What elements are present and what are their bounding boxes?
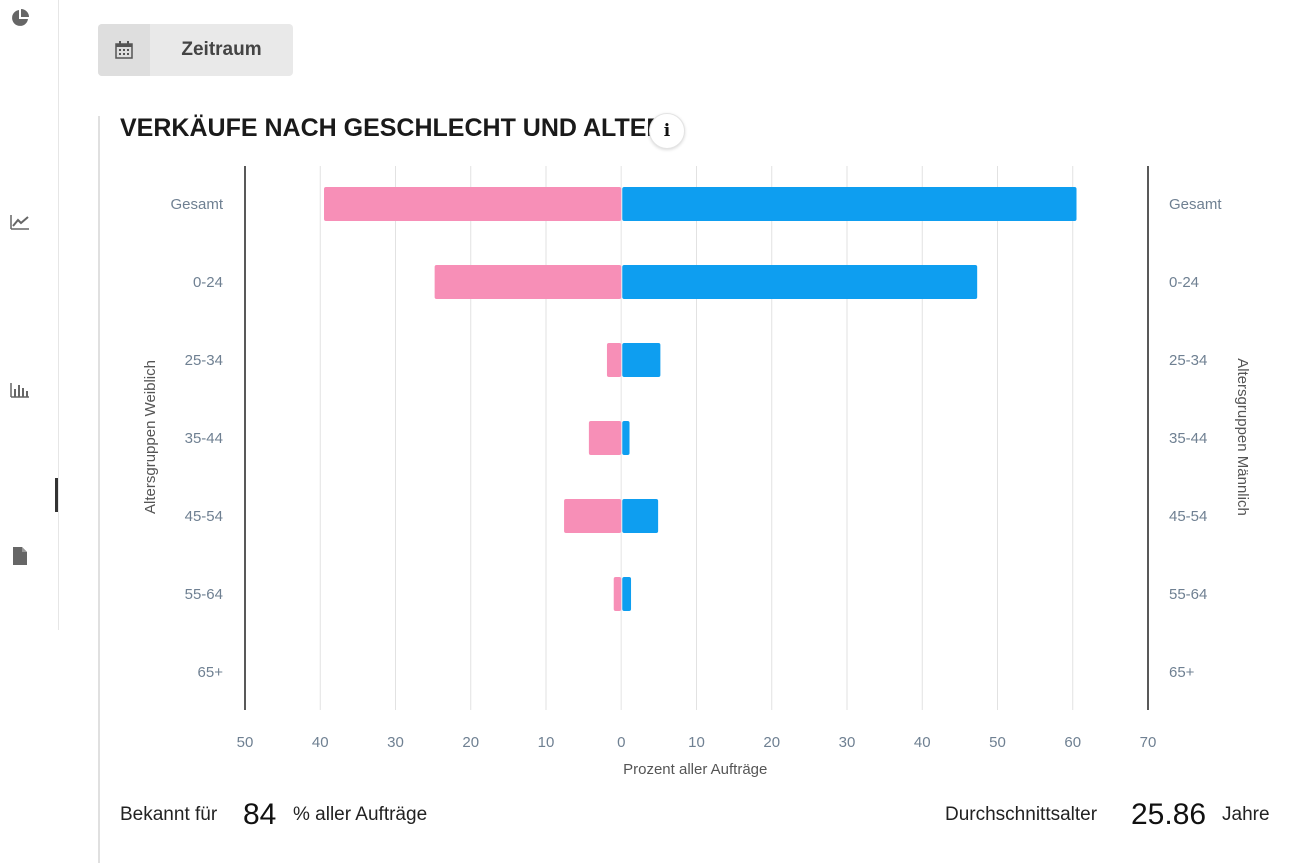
- male-bar: [622, 265, 978, 299]
- female-bar: [434, 265, 622, 299]
- right-category-label: 55-64: [1169, 586, 1207, 603]
- left-category-label: 25-34: [185, 352, 223, 369]
- x-tick-label: 30: [839, 734, 856, 751]
- period-button[interactable]: Zeitraum: [98, 24, 293, 76]
- right-category-label: 65+: [1169, 664, 1195, 681]
- known-suffix: % aller Aufträge: [293, 804, 428, 825]
- avg-age-unit: Jahre: [1222, 804, 1270, 825]
- active-nav-indicator: [55, 478, 58, 512]
- x-tick-label: 40: [312, 734, 329, 751]
- x-tick-label: 10: [688, 734, 705, 751]
- left-category-label: 0-24: [193, 274, 223, 291]
- left-category-label: 65+: [198, 664, 224, 681]
- line-chart-icon[interactable]: [10, 212, 30, 232]
- known-value: 84: [243, 798, 277, 831]
- side-nav: [0, 0, 59, 630]
- x-tick-label: 10: [538, 734, 555, 751]
- right-y-axis-title: Altersgruppen Männlich: [1234, 358, 1251, 516]
- male-bar: [622, 343, 661, 377]
- male-bar: [622, 499, 659, 533]
- card-title: VERKÄUFE NACH GESCHLECHT UND ALTER: [120, 114, 665, 142]
- left-category-label: 45-54: [185, 508, 223, 525]
- card-border: [98, 116, 100, 863]
- left-category-label: 35-44: [185, 430, 223, 447]
- x-tick-label: 50: [237, 734, 254, 751]
- right-category-label: Gesamt: [1169, 196, 1222, 213]
- right-category-label: 25-34: [1169, 352, 1207, 369]
- right-category-label: 45-54: [1169, 508, 1207, 525]
- period-button-label: Zeitraum: [181, 39, 262, 60]
- female-bar: [588, 421, 622, 455]
- pie-chart-icon[interactable]: [10, 8, 30, 28]
- right-category-label: 35-44: [1169, 430, 1207, 447]
- info-icon: i: [663, 121, 671, 141]
- x-tick-label: 50: [989, 734, 1006, 751]
- x-tick-label: 30: [387, 734, 404, 751]
- female-bar: [613, 577, 622, 611]
- male-bar: [622, 187, 1077, 221]
- left-category-label: 55-64: [185, 586, 223, 603]
- x-tick-label: 40: [914, 734, 931, 751]
- left-y-axis-title: Altersgruppen Weiblich: [142, 360, 159, 514]
- female-bar: [324, 187, 622, 221]
- x-tick-label: 60: [1064, 734, 1081, 751]
- avg-age-value: 25.86: [1131, 798, 1207, 831]
- bar-chart-icon[interactable]: [10, 380, 30, 400]
- x-tick-label: 0: [617, 734, 625, 751]
- male-bar: [622, 577, 632, 611]
- avg-age-label: Durchschnittsalter: [945, 804, 1098, 825]
- male-bar: [622, 421, 630, 455]
- right-category-label: 0-24: [1169, 274, 1199, 291]
- info-button[interactable]: i: [649, 113, 685, 149]
- x-tick-label: 20: [763, 734, 780, 751]
- x-tick-label: 70: [1140, 734, 1157, 751]
- document-icon[interactable]: [10, 546, 30, 566]
- x-tick-label: 20: [462, 734, 479, 751]
- female-bar: [564, 499, 622, 533]
- female-bar: [606, 343, 622, 377]
- known-prefix: Bekannt für: [120, 804, 218, 825]
- calendar-icon: [98, 24, 150, 76]
- left-category-label: Gesamt: [170, 196, 223, 213]
- x-axis-title: Prozent aller Aufträge: [623, 761, 767, 778]
